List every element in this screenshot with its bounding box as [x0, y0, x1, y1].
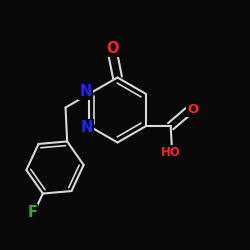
Text: HO: HO	[161, 146, 180, 158]
Text: N: N	[81, 120, 93, 135]
Text: O: O	[106, 41, 119, 56]
Text: N: N	[80, 84, 92, 99]
Text: O: O	[187, 103, 198, 116]
Text: F: F	[28, 205, 38, 220]
